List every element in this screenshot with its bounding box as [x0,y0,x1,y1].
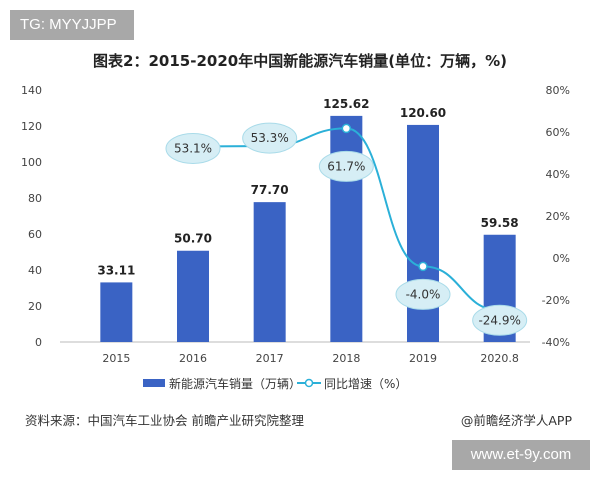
legend-line-label: 同比增速（%） [324,377,407,391]
left-axis-tick: 100 [21,156,42,169]
bar [330,115,363,342]
right-axis-tick: 80% [546,84,570,97]
line-label-bubble [318,150,374,182]
line-label-bubble [472,304,528,336]
line-label-bubble [165,132,221,164]
right-axis-tick: 40% [546,168,570,181]
line-label: 53.1% [174,141,212,155]
x-axis-tick: 2017 [256,352,284,365]
bar-label: 120.60 [400,106,446,120]
left-axis-tick: 120 [21,120,42,133]
line-marker [341,123,352,134]
line-label-bubble [395,278,451,310]
credit: @前瞻经济学人APP [460,413,572,428]
bar-label: 125.62 [323,97,369,111]
right-axis-tick: 0% [553,252,570,265]
x-axis-tick: 2020.8 [480,352,519,365]
left-axis-tick: 60 [28,228,42,241]
bar-label: 77.70 [251,183,289,197]
right-axis-tick: -20% [542,294,570,307]
legend-bar-swatch [143,379,165,387]
left-axis-tick: 20 [28,300,42,313]
right-axis-tick: 60% [546,126,570,139]
right-axis-tick: -40% [542,336,570,349]
bar [177,250,209,342]
line-label-bubble [242,122,298,154]
bar-label: 33.11 [97,263,135,277]
chart-title: 图表2：2015-2020年中国新能源汽车销量(单位：万辆，%) [93,52,507,70]
bar [253,202,286,342]
line-label: -24.9% [478,313,520,327]
left-axis-tick: 0 [35,336,42,349]
legend-line-marker [304,378,314,388]
x-axis-tick: 2016 [179,352,207,365]
left-axis-tick: 80 [28,192,42,205]
bar-label: 50.70 [174,232,212,246]
left-axis-tick: 40 [28,264,42,277]
x-axis-tick: 2015 [102,352,130,365]
legend-bar-label: 新能源汽车销量（万辆） [169,376,301,391]
bar [100,282,133,342]
line-marker [418,261,428,272]
line-label: 53.3% [251,131,289,145]
bar-label: 59.58 [481,216,519,230]
x-axis-tick: 2018 [332,352,360,365]
watermark-tag-bottom: www.et-9y.com [452,440,590,470]
x-axis-tick: 2019 [409,352,437,365]
line-label: 61.7% [327,159,365,173]
source-note: 资料来源：中国汽车工业协会 前瞻产业研究院整理 [25,413,304,428]
left-axis-tick: 140 [21,84,42,97]
right-axis-tick: 20% [546,210,570,223]
line-label: -4.0% [406,287,441,301]
watermark-tag-top: TG: MYYJJPP [10,10,134,40]
